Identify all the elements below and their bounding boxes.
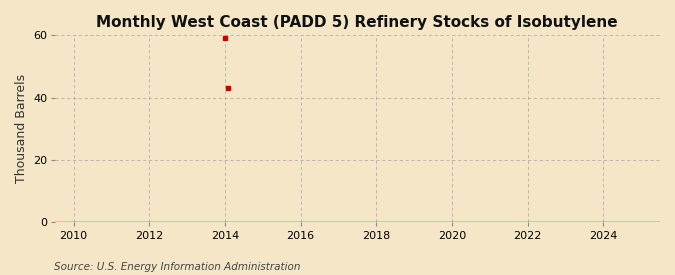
Text: Source: U.S. Energy Information Administration: Source: U.S. Energy Information Administ… bbox=[54, 262, 300, 272]
Y-axis label: Thousand Barrels: Thousand Barrels bbox=[15, 74, 28, 183]
Title: Monthly West Coast (PADD 5) Refinery Stocks of Isobutylene: Monthly West Coast (PADD 5) Refinery Sto… bbox=[97, 15, 618, 30]
